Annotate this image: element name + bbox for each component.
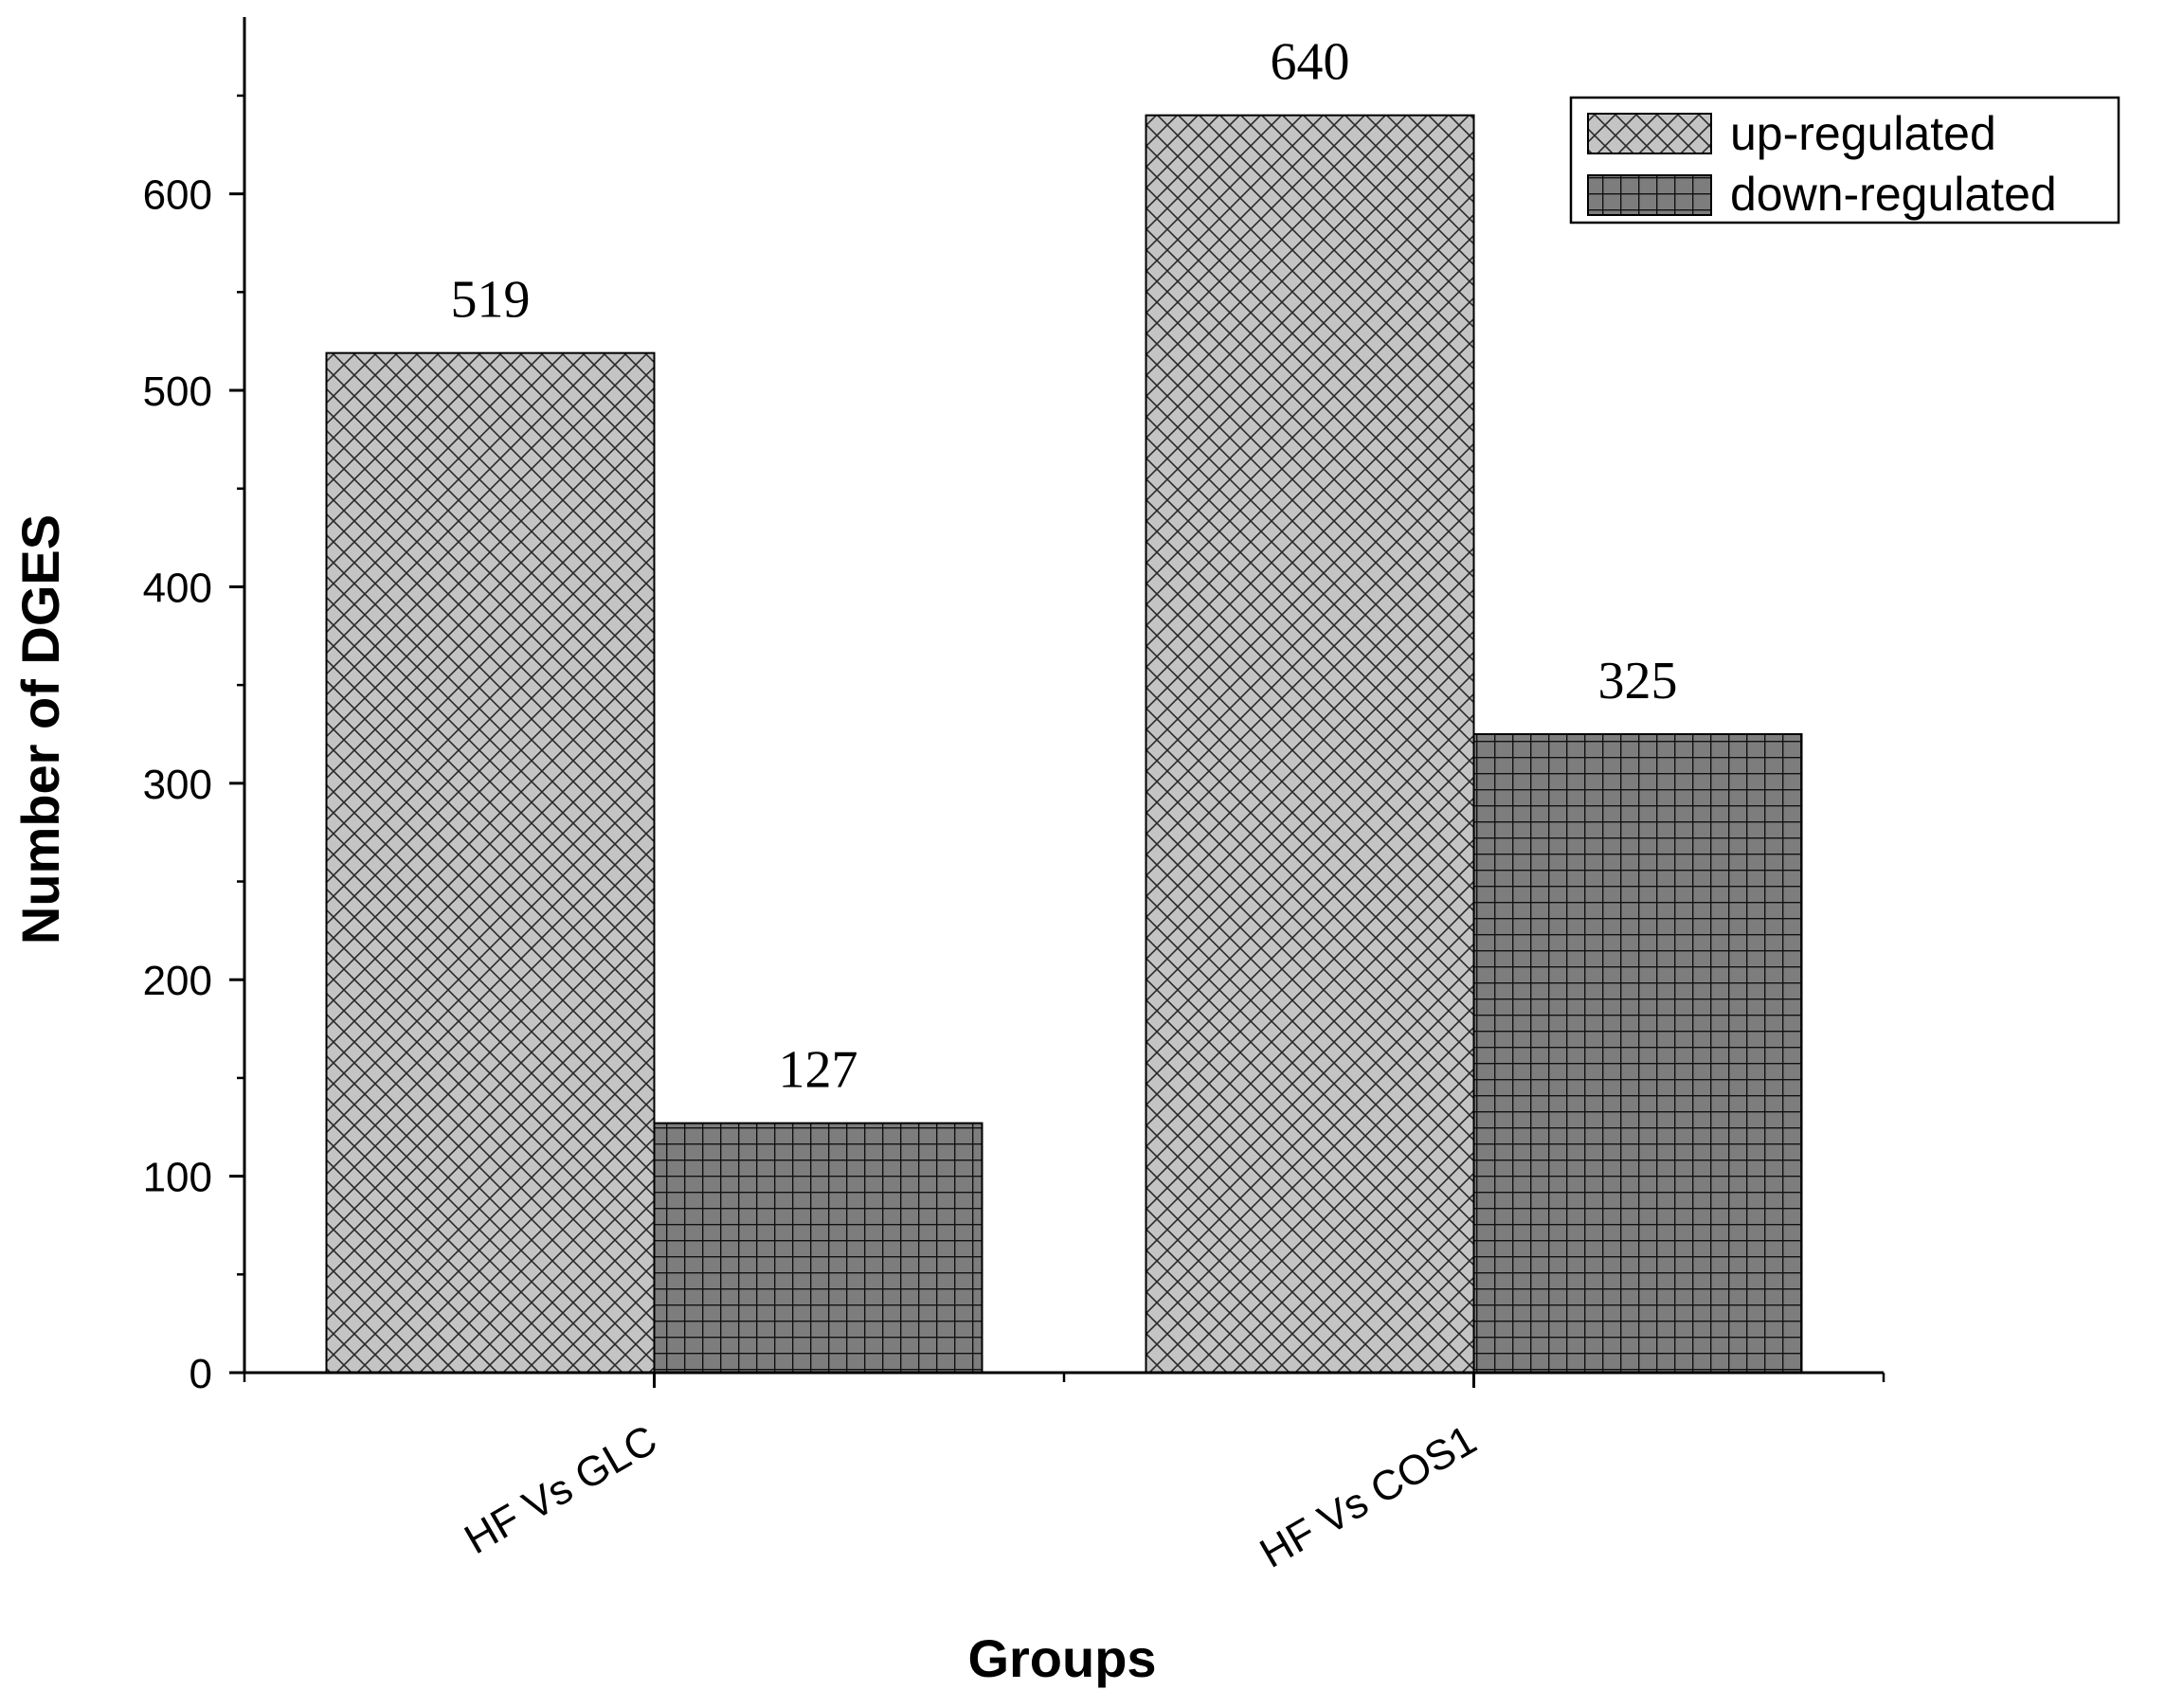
bar-down-regulated-1 <box>653 1122 983 1374</box>
data-label-down-regulated-1: 127 <box>779 1041 858 1100</box>
data-label-down-regulated-2: 325 <box>1598 652 1678 710</box>
y-tick-label-200: 200 <box>143 958 212 1004</box>
bars-layer <box>325 114 1803 1374</box>
x-axis-title: Groups <box>967 1628 1156 1688</box>
legend: up-regulated down-regulated <box>1569 96 2120 225</box>
bar-up-regulated-1 <box>325 351 656 1374</box>
y-axis-title: Number of DGES <box>10 514 70 944</box>
y-tick-label-400: 400 <box>143 565 212 611</box>
y-tick-label-300: 300 <box>143 762 212 808</box>
bar-down-regulated-2 <box>1472 732 1803 1374</box>
legend-label-down-regulated: down-regulated <box>1730 168 2057 221</box>
x-tick-label-1: HF Vs GLC <box>457 1416 664 1563</box>
data-labels-layer: 519 127 640 325 <box>451 33 1678 1100</box>
x-tick-label-2: HF Vs COS1 <box>1253 1416 1485 1577</box>
legend-swatch-down-regulated <box>1587 174 1712 216</box>
data-label-up-regulated-2: 640 <box>1271 33 1350 92</box>
y-tick-label-500: 500 <box>143 369 212 415</box>
data-label-up-regulated-1: 519 <box>451 271 531 330</box>
y-tick-label-100: 100 <box>143 1155 212 1201</box>
legend-label-up-regulated: up-regulated <box>1730 107 1996 160</box>
legend-swatch-up-regulated <box>1587 113 1712 154</box>
y-tick-label-600: 600 <box>143 172 212 219</box>
y-tick-label-0: 0 <box>189 1351 212 1397</box>
bar-up-regulated-2 <box>1145 114 1475 1374</box>
